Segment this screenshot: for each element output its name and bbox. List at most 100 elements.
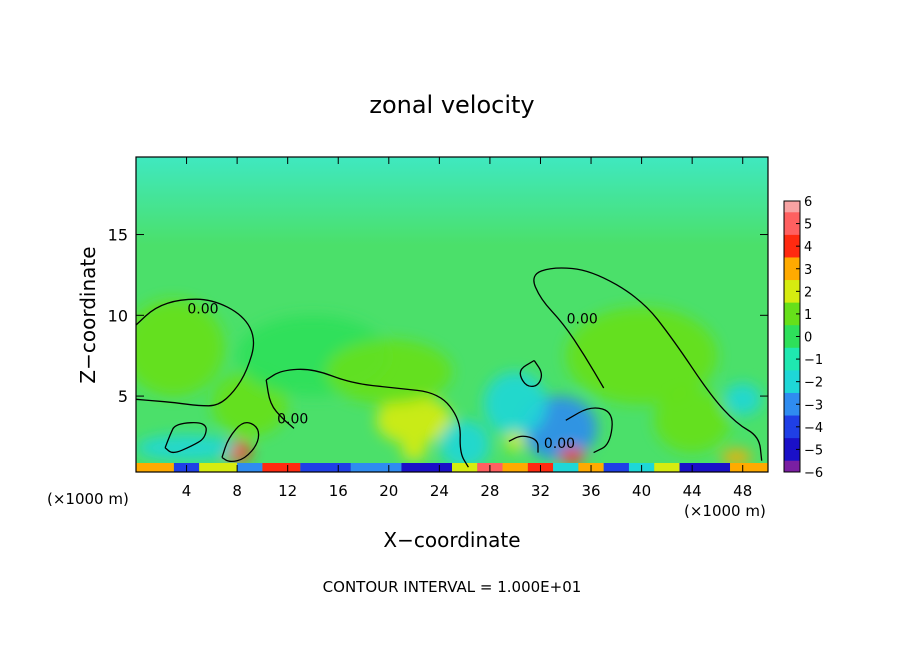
surface-cell [679, 463, 731, 472]
colorbar-band [784, 381, 800, 394]
colorbar-label: 4 [804, 240, 812, 255]
colorbar-label: −4 [804, 421, 823, 436]
contour-label: 0.00 [277, 412, 308, 428]
surface-cell [401, 463, 452, 472]
surface-cell [350, 463, 402, 472]
surface-cell [730, 463, 768, 472]
colorbar-band [784, 449, 800, 462]
x-tick-label: 20 [379, 482, 398, 500]
x-tick-label: 4 [182, 482, 192, 500]
colorbar-label: 5 [804, 218, 812, 233]
field-blob [654, 388, 731, 453]
x-tick-label: 12 [278, 482, 297, 500]
contour-line [565, 407, 613, 454]
contour-line [265, 368, 469, 468]
contour-line [221, 422, 260, 462]
colorbar-band [784, 234, 800, 247]
contour-line [164, 421, 207, 454]
x-tick-label: 8 [232, 482, 242, 500]
colorbar-band [784, 438, 800, 450]
contour-line [136, 298, 255, 407]
contour-lines [136, 267, 763, 468]
contour-label: 0.00 [544, 436, 575, 452]
contour-labels: 0.00 0.00 0.00 0.00 [187, 302, 597, 452]
colorbar-label: 6 [804, 195, 812, 210]
y-axis-label: Z−coordinate [76, 246, 100, 383]
colorbar-band [784, 280, 800, 292]
colorbar-label: −3 [804, 398, 823, 413]
field-blob [559, 447, 585, 464]
contour-line [533, 267, 763, 461]
plot-frame [135, 156, 769, 473]
colorbar-band [784, 302, 800, 315]
contour-label: 0.00 [567, 311, 598, 327]
contour-line [508, 435, 539, 453]
colorbar-band [784, 291, 800, 304]
colorbar-label: 2 [804, 285, 812, 300]
field-blob [401, 441, 427, 461]
surface-cell [262, 463, 301, 472]
y-tick-label: 10 [108, 306, 128, 325]
colorbar-band [784, 347, 800, 360]
field-blob [439, 420, 490, 469]
x-tick-label: 48 [733, 482, 752, 500]
x-tick-label: 36 [581, 482, 600, 500]
colorbar: −6 −5 −4 −3 −2 −1 0 1 2 3 4 5 6 [783, 195, 823, 481]
colorbar-band [784, 426, 800, 439]
colorbar-label: −1 [804, 353, 823, 368]
surface-cell [237, 463, 263, 472]
colorbar-band [784, 212, 800, 225]
colorbar-label: −6 [804, 466, 823, 481]
y-tick-label: 5 [118, 387, 128, 406]
x-unit-right: (×1000 m) [684, 502, 766, 520]
x-unit-left: (×1000 m) [47, 490, 129, 508]
surface-cell [136, 463, 174, 472]
colorbar-band [784, 257, 800, 270]
colorbar-band [784, 268, 800, 281]
x-axis-label: X−coordinate [383, 528, 520, 552]
colorbar-band [784, 336, 800, 349]
contour-line [265, 379, 295, 429]
colorbar-band [784, 460, 800, 473]
chart-title: zonal velocity [369, 91, 534, 119]
field-blob [723, 383, 762, 416]
surface-cell [603, 463, 629, 472]
x-tick-label: 16 [329, 482, 348, 500]
plot-area: 0.00 0.00 0.00 0.00 [136, 157, 768, 472]
colorbar-band [784, 313, 800, 326]
colorbar-band [784, 223, 800, 236]
surface-cell [553, 463, 579, 472]
field-blob [565, 307, 718, 405]
field-blob [505, 431, 526, 451]
x-tick-label: 32 [531, 482, 550, 500]
surface-strip [136, 463, 768, 472]
colorbar-label: 3 [804, 263, 812, 278]
field-blob [483, 371, 547, 437]
colorbar-band [784, 415, 800, 428]
colorbar-band [784, 246, 800, 258]
y-axis-ticks: 5 10 15 [108, 226, 768, 406]
colorbar-band [784, 370, 800, 383]
contour-label: 0.00 [187, 302, 218, 318]
colorbar-label: −5 [804, 443, 823, 458]
surface-cell [654, 463, 680, 472]
field-shading [136, 299, 762, 469]
colorbar-label: 0 [804, 331, 812, 346]
colorbar-band [784, 359, 800, 371]
surface-cell [199, 463, 238, 472]
surface-cell [452, 463, 478, 472]
colorbar-band [784, 325, 800, 337]
x-tick-label: 28 [480, 482, 499, 500]
x-tick-label: 40 [632, 482, 651, 500]
colorbar-label: 1 [804, 308, 812, 323]
surface-cell [300, 463, 351, 472]
field-blob [325, 339, 452, 405]
field-blob [721, 449, 752, 466]
colorbar-band [784, 392, 800, 405]
contour-interval-note: CONTOUR INTERVAL = 1.000E+01 [323, 578, 582, 596]
x-tick-label: 44 [683, 482, 702, 500]
colorbar-label: −2 [804, 376, 823, 391]
field-blob [376, 396, 452, 445]
x-tick-label: 24 [430, 482, 449, 500]
